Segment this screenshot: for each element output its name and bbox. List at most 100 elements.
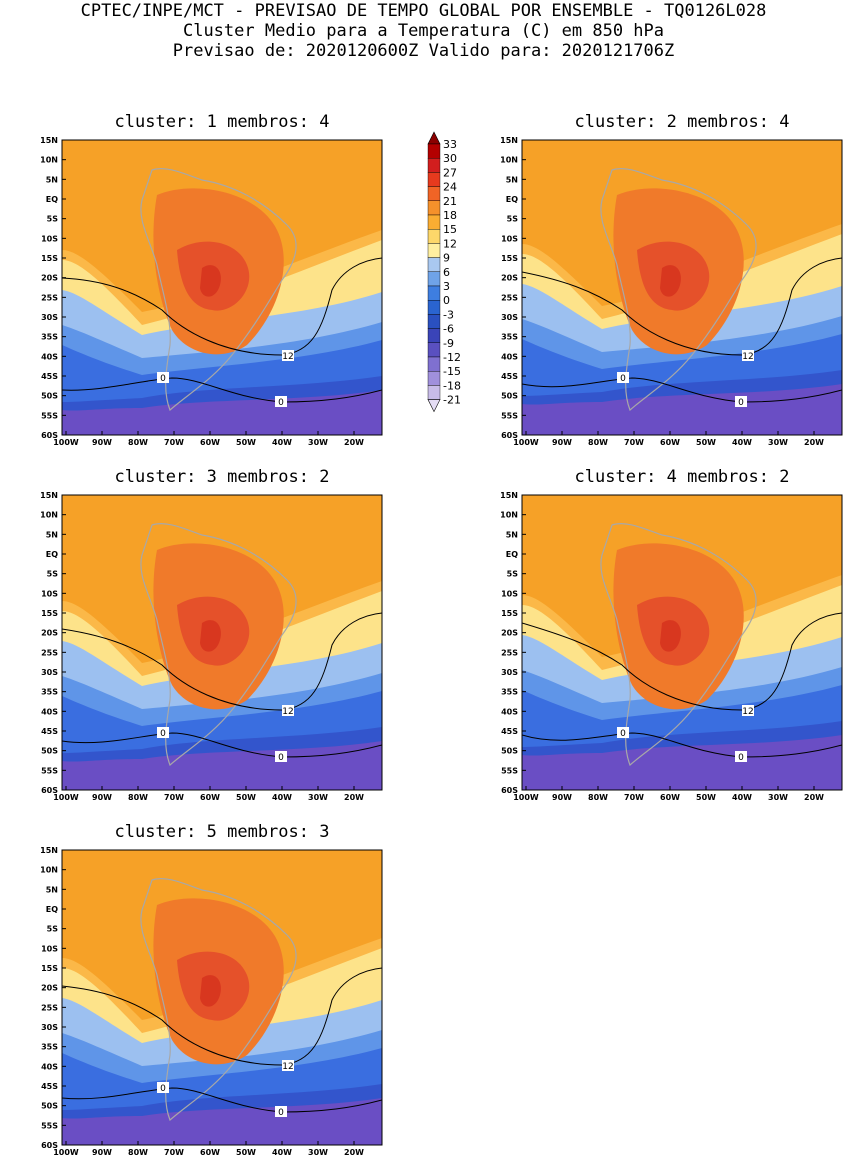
lat-label: 10N: [40, 866, 58, 875]
lat-label: 50S: [501, 392, 518, 401]
contour-label-box: [157, 372, 169, 383]
lat-label: 30S: [41, 313, 58, 322]
lon-label: 20W: [344, 1148, 364, 1157]
subtitle-variable: Cluster Medio para a Temperatura (C) em …: [182, 21, 665, 41]
lat-label: 20S: [41, 629, 58, 638]
lat-label: 40S: [41, 707, 58, 716]
contour-label-box: [735, 396, 747, 407]
colorbar-label: 30: [443, 152, 457, 165]
lat-label: 30S: [41, 1023, 58, 1032]
lat-label: 5S: [507, 215, 519, 224]
lon-label: 40W: [272, 793, 292, 802]
lat-label: 60S: [501, 431, 518, 440]
lat-label: 5N: [506, 175, 518, 184]
colorbar-swatch: [427, 356, 441, 372]
map-frame: [521, 139, 843, 436]
colorbar-swatch: [427, 328, 441, 344]
lat-label: 55S: [501, 411, 518, 420]
field-band: [200, 975, 221, 1007]
contour-12: [62, 612, 382, 711]
lat-label: 60S: [41, 1141, 58, 1150]
contour-12: [522, 257, 842, 356]
colorbar-label: 33: [443, 138, 457, 151]
contour-0: [522, 732, 842, 758]
lon-label: 40W: [272, 1148, 292, 1157]
contour-label-0: 0: [620, 374, 626, 384]
colorbar-label: 3: [443, 280, 450, 293]
coastline: [140, 523, 297, 767]
colorbar-label: 12: [443, 237, 457, 250]
colorbar-label: -9: [443, 337, 454, 350]
colorbar-swatch: [427, 228, 441, 244]
lon-label: 70W: [164, 1148, 184, 1157]
map-frame: [61, 849, 383, 1146]
lon-label: 80W: [128, 1148, 148, 1157]
lon-label: 100W: [513, 793, 539, 802]
colorbar-label: 18: [443, 209, 457, 222]
lat-label: 30S: [501, 313, 518, 322]
colorbar-label: -15: [443, 365, 461, 378]
lat-label: 60S: [501, 786, 518, 795]
lon-label: 20W: [804, 438, 824, 447]
lon-label: 20W: [804, 793, 824, 802]
lon-label: 90W: [92, 1148, 112, 1157]
lon-label: 70W: [164, 438, 184, 447]
lat-label: 15S: [501, 609, 518, 618]
lat-label: EQ: [506, 195, 518, 204]
lat-label: 25S: [41, 1003, 58, 1012]
lat-label: 30S: [41, 668, 58, 677]
lon-label: 50W: [236, 793, 256, 802]
lon-label: 100W: [53, 438, 79, 447]
lat-label: 5S: [507, 570, 519, 579]
colorbar-bottom-arrow: [427, 399, 441, 413]
lat-label: 5N: [46, 885, 58, 894]
contour-label-12: 12: [742, 707, 753, 717]
lon-label: 60W: [660, 793, 680, 802]
main-title: CPTEC/INPE/MCT - PREVISAO DE TEMPO GLOBA…: [80, 1, 767, 21]
contour-label-12: 12: [282, 707, 293, 717]
lat-label: 10N: [40, 511, 58, 520]
lon-label: 20W: [344, 438, 364, 447]
lat-label: 15N: [40, 491, 58, 500]
contour-label-box: [735, 751, 747, 762]
coastline: [140, 168, 297, 412]
lat-label: 55S: [41, 1121, 58, 1130]
contour-label-0: 0: [278, 1108, 284, 1118]
field-band: [200, 265, 221, 297]
colorbar-swatch: [427, 214, 441, 230]
lon-label: 30W: [308, 793, 328, 802]
map-panel-2: cluster: 2 membros: 4 12 0 0 15N 10N 5N EQ 5S 10S…: [460, 110, 847, 455]
lat-label: 25S: [501, 293, 518, 302]
colorbar-label: -21: [443, 394, 461, 407]
colorbar-label: -3: [443, 308, 454, 321]
lon-label: 90W: [552, 793, 572, 802]
colorbar-swatch: [427, 342, 441, 358]
lat-label: 55S: [41, 766, 58, 775]
lat-label: 5S: [47, 925, 59, 934]
lat-label: 15N: [40, 846, 58, 855]
lat-label: 5N: [506, 530, 518, 539]
lon-label: 30W: [308, 438, 328, 447]
map-frame: [61, 139, 383, 436]
contour-label-0: 0: [278, 753, 284, 763]
lat-label: 25S: [501, 648, 518, 657]
lat-label: 40S: [41, 352, 58, 361]
temperature-map: 12 0 0 15N 10N 5N EQ 5S 10S 15S 20S 25S 30S 35S 40S 45S…: [40, 846, 383, 1157]
colorbar-swatch: [427, 299, 441, 315]
lon-label: 30W: [768, 793, 788, 802]
contour-label-0: 0: [620, 729, 626, 739]
panel-title: cluster: 4 membros: 2: [574, 467, 790, 487]
contour-label-box: [275, 396, 287, 407]
lat-label: 10S: [41, 944, 58, 953]
lat-label: 5S: [47, 570, 59, 579]
colorbar-swatch: [427, 158, 441, 173]
map-frame: [61, 494, 383, 791]
contour-label-12: 12: [282, 1062, 293, 1072]
lat-label: 50S: [41, 1102, 58, 1111]
contour-0: [62, 732, 382, 758]
contour-label-12: 12: [282, 352, 293, 362]
colorbar-label: 21: [443, 195, 457, 208]
lat-label: 5S: [47, 215, 59, 224]
lat-label: 55S: [501, 766, 518, 775]
